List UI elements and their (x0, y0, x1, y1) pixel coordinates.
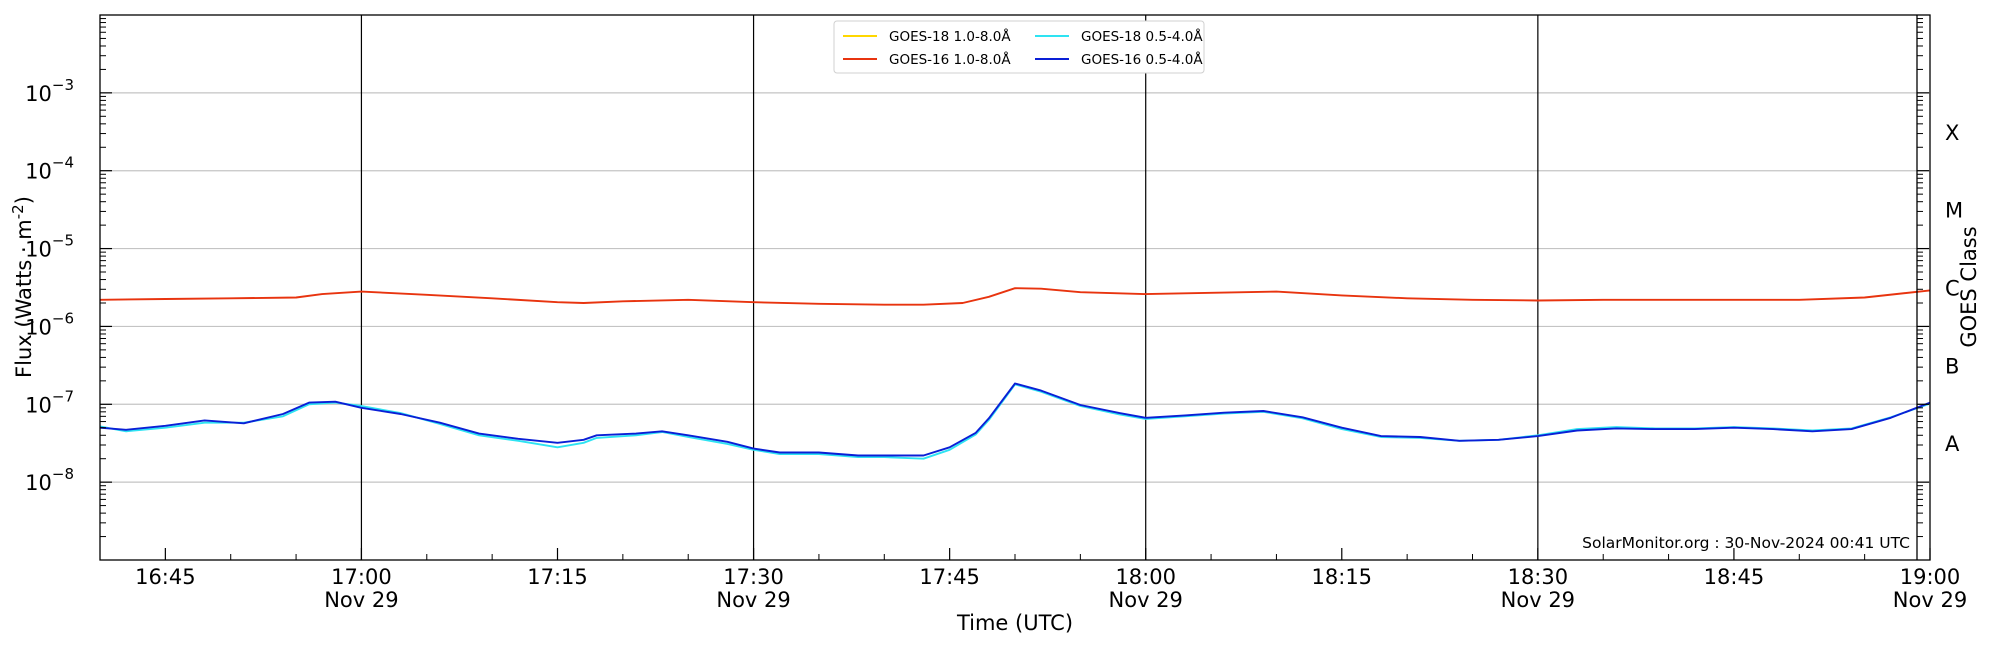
y-axis-title-sup: -2 (9, 204, 27, 219)
vertical-day-lines (360, 15, 1539, 560)
goes-class-label: M (1945, 199, 1963, 223)
x-tick-label: 17:45 (919, 565, 980, 589)
y-tick-mantissa: 10 (25, 238, 52, 262)
y-tick-label: 10−6 (25, 309, 74, 339)
y-tick-mantissa: 10 (25, 160, 52, 184)
x-tick-label: 17:15 (527, 565, 588, 589)
y-axis-title-close: ) (12, 196, 36, 204)
y-tick-label: 10−5 (25, 232, 74, 262)
x-tick-label: 18:45 (1704, 565, 1765, 589)
y-axis-ticks: 10−310−410−510−610−710−8 (25, 18, 1929, 538)
y-tick-label: 10−3 (25, 76, 74, 106)
x-tick-label: 17:30 (723, 565, 784, 589)
y-tick-exponent: −5 (52, 232, 74, 250)
legend: GOES-18 1.0-8.0Å GOES-16 1.0-8.0Å GOES-18 … (833, 20, 1205, 74)
y-tick-exponent: −4 (52, 154, 74, 172)
legend-box (833, 20, 1205, 74)
goes-class-label: X (1945, 121, 1959, 145)
legend-label: GOES-18 0.5-4.0Å (1081, 28, 1203, 45)
x-tick-label: 18:30 (1508, 565, 1569, 589)
series-group (99, 287, 1931, 460)
x-tick-label: 19:00 (1900, 565, 1961, 589)
series-line (99, 287, 1931, 306)
goes-class-title: GOES Class (1957, 226, 1981, 347)
goes-class-axis: X M C B A (1945, 121, 1963, 456)
legend-label: GOES-16 1.0-8.0Å (889, 51, 1011, 68)
goes-class-label: C (1945, 277, 1960, 301)
legend-label: GOES-16 0.5-4.0Å (1081, 51, 1203, 68)
x-tick-date-label: Nov 29 (1501, 588, 1575, 612)
x-tick-date-label: Nov 29 (1109, 588, 1183, 612)
y-tick-mantissa: 10 (25, 82, 52, 106)
x-tick-date-label: Nov 29 (716, 588, 790, 612)
goes-class-label: B (1945, 354, 1959, 378)
y-axis-title-main: Flux (Watts · m (12, 219, 36, 378)
grid (100, 92, 1930, 483)
y-tick-exponent: −8 (52, 465, 74, 483)
y-tick-exponent: −6 (52, 309, 74, 327)
x-tick-label: 18:00 (1115, 565, 1176, 589)
series-line (99, 382, 1931, 457)
x-tick-date-label: Nov 29 (324, 588, 398, 612)
goes-class-label: A (1945, 432, 1960, 456)
watermark: SolarMonitor.org : 30-Nov-2024 00:41 UTC (1582, 534, 1910, 552)
y-axis-title: Flux (Watts · m-2) (9, 196, 36, 378)
y-tick-mantissa: 10 (25, 393, 52, 417)
legend-label: GOES-18 1.0-8.0Å (889, 28, 1011, 45)
y-tick-mantissa: 10 (25, 315, 52, 339)
y-tick-label: 10−4 (25, 154, 74, 184)
y-tick-exponent: −7 (52, 387, 74, 405)
y-tick-label: 10−8 (25, 465, 74, 495)
y-tick-label: 10−7 (25, 387, 74, 417)
x-tick-label: 18:15 (1312, 565, 1373, 589)
y-tick-mantissa: 10 (25, 471, 52, 495)
x-tick-label: 17:00 (331, 565, 392, 589)
x-tick-label: 16:45 (135, 565, 196, 589)
series-line (99, 383, 1931, 460)
y-tick-exponent: −3 (52, 76, 74, 94)
x-tick-date-label: Nov 29 (1893, 588, 1967, 612)
x-axis-title: Time (UTC) (956, 611, 1073, 635)
